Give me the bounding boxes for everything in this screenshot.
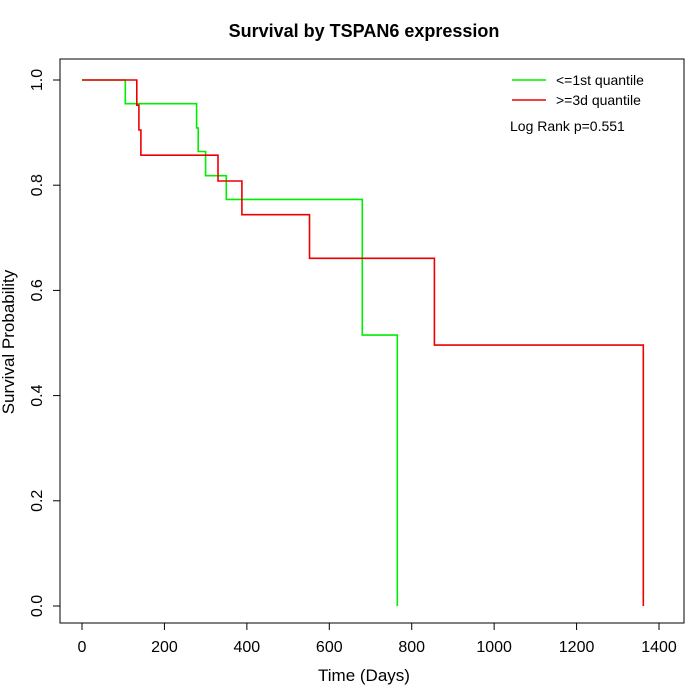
y-tick-label: 0.2 [29,490,46,512]
y-axis: 0.0 0.2 0.4 0.6 0.8 1.0 [29,69,61,617]
x-tick-label: 400 [234,639,261,656]
legend: <=1st quantile >=3d quantile [512,72,644,108]
y-tick-label: 0.6 [29,279,46,301]
x-tick-label: 200 [151,639,178,656]
x-tick-label: 600 [316,639,343,656]
y-tick-label: 1.0 [29,69,46,91]
y-tick-label: 0.0 [29,595,46,617]
plot-frame [59,58,685,624]
legend-label: <=1st quantile [556,72,644,88]
x-axis-label: Time (Days) [318,666,410,685]
x-tick-label: 1200 [559,639,595,656]
x-tick-label: 800 [398,639,425,656]
series-low-quantile-line [82,79,399,606]
x-tick-label: 1000 [476,639,512,656]
y-tick-label: 0.4 [29,384,46,406]
legend-label: >=3d quantile [556,92,641,108]
series-layer [82,79,645,606]
chart-title: Survival by TSPAN6 expression [229,21,500,41]
log-rank-annotation: Log Rank p=0.551 [510,118,625,134]
x-tick-label: 1400 [641,639,677,656]
series-high-quantile-line [82,79,645,606]
x-tick-label: 0 [78,639,87,656]
x-axis: 0 200 400 600 800 1000 1200 1400 [78,622,677,656]
y-tick-label: 0.8 [29,174,46,196]
y-axis-label: Survival Probability [0,269,18,414]
